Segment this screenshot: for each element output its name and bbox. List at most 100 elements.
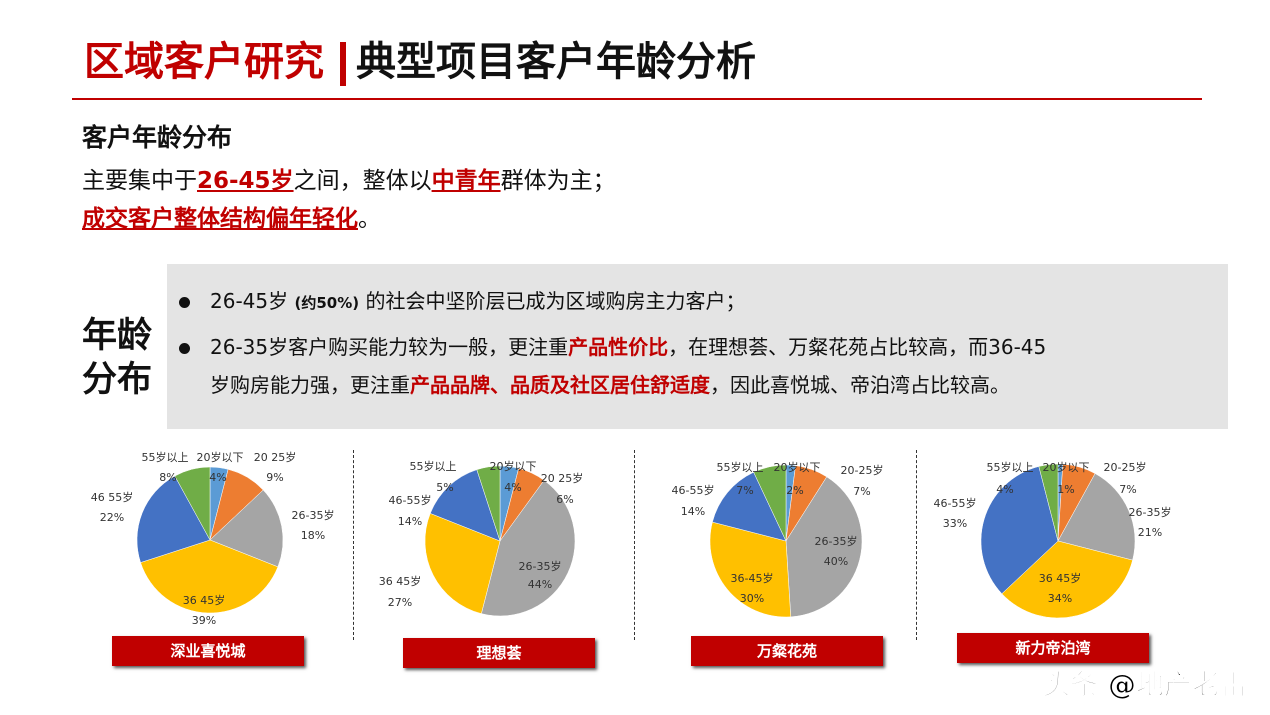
pie-label: 4% [209,471,226,484]
chart-caption: 新力帝泊湾 [957,633,1149,663]
watermark: 头条 @地产老雷 [1042,668,1249,702]
text: 的社会中坚阶层已成为区域购房主力客户； [359,289,746,313]
side-label-line: 分布 [82,360,153,400]
text: (约50%) [294,294,360,312]
pie-label: 20 25岁 [541,471,584,485]
pie-label: 22% [100,511,124,524]
pie-label: 21% [1138,526,1162,539]
bullet-1: 26-45岁 (约50%) 的社会中坚阶层已成为区域购房主力客户； [179,282,745,322]
chart-caption: 理想荟 [403,638,595,668]
pie-label: 5% [436,481,453,494]
pie-label: 55岁以上 [142,450,189,464]
header-rule [72,98,1202,100]
pie-label: 36 45岁 [379,574,422,588]
highlight: 26-45岁 [197,168,294,194]
pie-label: 46-55岁 [934,496,977,510]
highlight: 产品品牌、品质及社区居住舒适度 [410,373,710,397]
text: 26-35岁客户购买能力较为一般，更注重 [210,335,569,359]
pie-label: 26-35岁 [292,508,335,522]
pie-label: 46 55岁 [91,490,134,504]
pie-slice [709,521,792,618]
pie-label: 20岁以下 [490,459,537,473]
pie-slice [209,489,284,568]
text: ，因此喜悦城、帝泊湾占比较高。 [710,373,1010,397]
section-title: 区域客户研究 [84,39,324,85]
pie-slice [980,466,1059,595]
pie-label: 20-25岁 [841,463,884,477]
pie-label: 6% [556,493,573,506]
chart-caption: 深业喜悦城 [112,636,304,666]
summary-subtitle: 客户年龄分布 [82,123,233,152]
text: 岁购房能力强，更注重 [210,373,410,397]
pie-label: 26-35岁 [519,559,562,573]
pie-label: 8% [159,471,176,484]
pie-label: 55岁以上 [717,460,764,474]
side-label: 年龄 分布 [82,314,162,402]
pie-label: 36-45岁 [731,571,774,585]
pie-charts: 20岁以下 4% 20 25岁 9% 26-35岁 18% 36 45岁 39% 46 55岁 2… [91,450,1172,627]
bullet-2: 26-35岁客户购买能力较为一般，更注重产品性价比，在理想荟、万粲花苑占比较高，… [179,328,1046,366]
pie-label: 20岁以下 [197,450,244,464]
pie-slice [712,471,787,542]
text: 之间，整体以 [293,168,432,194]
divider [634,450,635,640]
pie-slice [174,466,211,541]
page-title: 典型项目客户年龄分析 [356,39,756,85]
pie-label: 9% [266,471,283,484]
pie-label: 34% [1048,592,1072,605]
pie-label: 36 45岁 [183,593,226,607]
pie-label: 18% [301,529,325,542]
pie-label: 46-55岁 [389,493,432,507]
pie-slice [481,479,576,617]
text: ，在理想荟、万粲花苑占比较高，而36-45 [668,335,1047,359]
pie-slice [1038,463,1059,542]
pie-slice [140,539,279,614]
summary-line-2: 成交客户整体结构偏年轻化。 [82,204,381,234]
pie-label: 30% [740,592,764,605]
pie-slice [1057,473,1136,561]
divider [916,450,917,640]
insight-box: 26-45岁 (约50%) 的社会中坚阶层已成为区域购房主力客户； 26-35岁… [167,264,1228,429]
pie-label: 20岁以下 [1043,460,1090,474]
pie-label: 44% [528,578,552,591]
text: 主要集中于 [82,168,197,194]
pie-slice [1001,540,1133,619]
pie-slice [476,465,501,542]
pie-label: 26-35岁 [1129,505,1172,519]
highlight: 产品性价比 [568,335,669,359]
pie-label: 20-25岁 [1104,460,1147,474]
chart-caption: 万粲花苑 [691,636,883,666]
pie-label: 55岁以上 [410,459,457,473]
pie-label: 33% [943,517,967,530]
bullet-icon [179,297,190,308]
text: 。 [358,206,381,232]
pie-label: 46-55岁 [672,483,715,497]
pie-label: 14% [398,515,422,528]
side-label-line: 年龄 [82,316,153,356]
divider [353,450,354,640]
pie-label: 26-35岁 [815,534,858,548]
bullet-2-cont: 岁购房能力强，更注重产品品牌、品质及社区居住舒适度，因此喜悦城、帝泊湾占比较高。 [210,366,1010,404]
pie-label: 39% [192,614,216,627]
pie-label: 20 25岁 [254,450,297,464]
pie-label: 4% [504,481,521,494]
pie-label: 4% [996,483,1013,496]
pie-label: 2% [786,484,803,497]
bullet-icon [179,343,190,354]
pie-label: 20岁以下 [774,460,821,474]
pie-label: 14% [681,505,705,518]
pie-label: 7% [1119,483,1136,496]
highlight: 成交客户整体结构偏年轻化 [82,206,358,232]
pie-slice [136,475,211,563]
pie-slice [753,464,787,542]
summary-line-1: 主要集中于26-45岁之间，整体以中青年群体为主； [82,166,616,196]
pie-label: 1% [1057,483,1074,496]
pie-slice [785,476,863,618]
title-divider [340,42,346,86]
text: 26-45岁 [210,289,295,313]
pie-label: 27% [388,596,412,609]
highlight: 中青年 [431,168,501,194]
pie-slice [424,513,501,614]
pie-label: 7% [853,485,870,498]
pie-label: 40% [824,555,848,568]
